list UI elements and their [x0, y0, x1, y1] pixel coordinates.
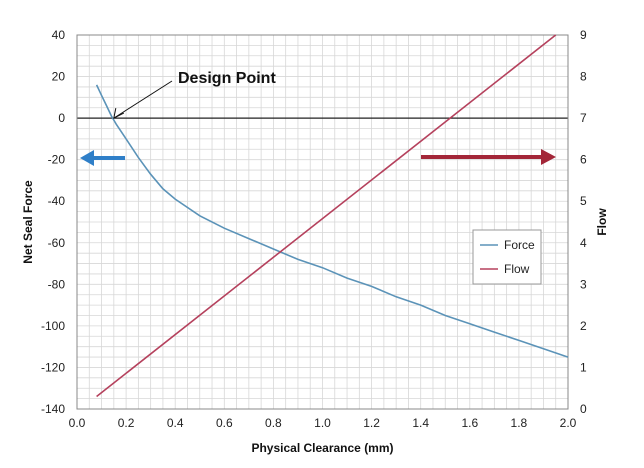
left-y-axis-title: Net Seal Force	[21, 180, 35, 264]
right-y-tick-label: 2	[580, 319, 587, 333]
x-tick-label: 0.0	[69, 416, 86, 430]
legend-box	[472, 229, 542, 285]
left-y-tick-label: -140	[41, 402, 65, 416]
right-arrow-icon	[421, 149, 556, 165]
x-tick-label: 2.0	[560, 416, 577, 430]
x-tick-label: 1.8	[511, 416, 528, 430]
legend-label-flow: Flow	[504, 262, 530, 276]
right-arrow-head	[541, 149, 556, 165]
right-y-axis-ticks: 9 8 7 6 5 4 3 2 1 0	[580, 28, 587, 416]
left-y-tick-label: 20	[52, 70, 66, 84]
left-y-tick-label: -40	[48, 194, 66, 208]
left-y-tick-label: 0	[58, 111, 65, 125]
annotation-label: Design Point	[178, 70, 276, 87]
left-arrow-head	[80, 150, 94, 166]
x-tick-label: 1.0	[314, 416, 331, 430]
right-y-tick-label: 4	[580, 236, 587, 250]
legend: Force Flow	[472, 229, 542, 285]
x-axis-ticks: 0.0 0.2 0.4 0.6 0.8 1.0 1.2 1.4 1.6 1.8 2.0	[69, 416, 577, 430]
right-y-tick-label: 5	[580, 194, 587, 208]
series-line-flow	[96, 34, 557, 398]
left-y-tick-label: -80	[48, 277, 66, 291]
x-tick-label: 0.2	[118, 416, 135, 430]
annotation-leader-line	[113, 80, 173, 119]
left-arrow-icon	[80, 150, 125, 166]
right-y-axis-title: Flow	[595, 208, 609, 236]
x-tick-label: 0.8	[265, 416, 282, 430]
left-y-axis-ticks: 40 20 0 -20 -40 -60 -80 -100 -120 -140	[41, 28, 65, 416]
x-axis-title: Physical Clearance (mm)	[251, 441, 393, 455]
left-y-tick-label: -60	[48, 236, 66, 250]
right-y-tick-label: 8	[580, 70, 587, 84]
left-y-tick-label: -120	[41, 360, 65, 374]
x-tick-label: 1.4	[412, 416, 429, 430]
x-tick-label: 1.6	[461, 416, 478, 430]
plot-frame	[76, 34, 569, 410]
left-y-tick-label: -20	[48, 153, 66, 167]
x-tick-label: 1.2	[363, 416, 380, 430]
right-y-tick-label: 7	[580, 111, 587, 125]
legend-label-force: Force	[504, 238, 535, 252]
series-line-force	[95, 84, 569, 358]
series-layer	[95, 34, 569, 398]
right-y-tick-label: 1	[580, 360, 587, 374]
x-tick-label: 0.4	[167, 416, 184, 430]
left-y-tick-label: -100	[41, 319, 65, 333]
x-tick-label: 0.6	[216, 416, 233, 430]
right-y-tick-label: 3	[580, 277, 587, 291]
right-y-tick-label: 6	[580, 153, 587, 167]
left-y-tick-label: 40	[52, 28, 66, 42]
right-y-tick-label: 0	[580, 402, 587, 416]
design-point-annotation: Design Point	[113, 70, 276, 120]
annotation-arrowhead	[113, 108, 125, 120]
right-y-tick-label: 9	[580, 28, 587, 42]
grid	[76, 34, 569, 410]
